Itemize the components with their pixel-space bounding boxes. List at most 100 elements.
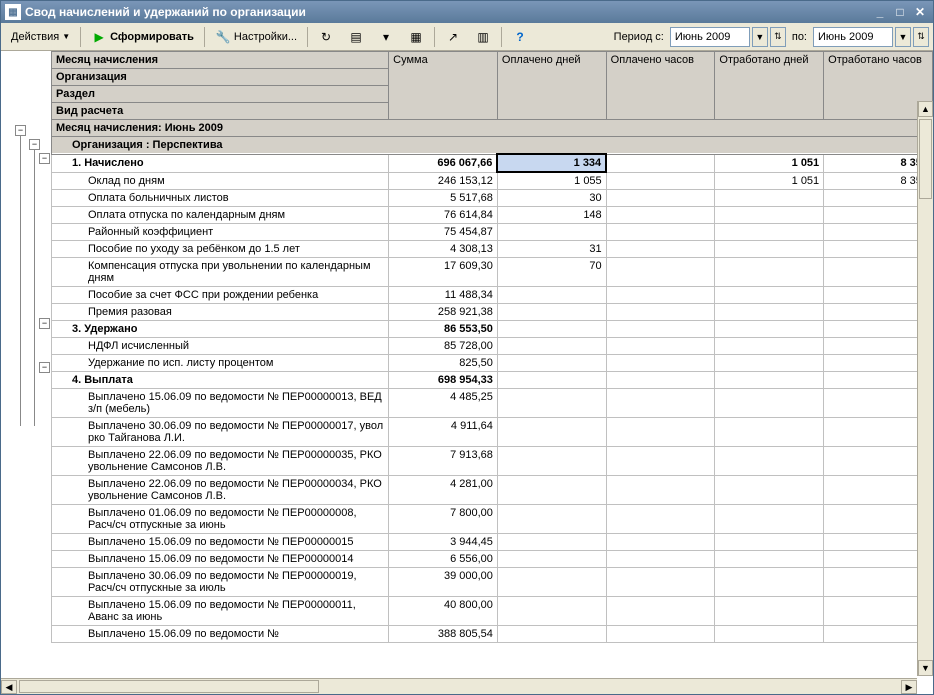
cell[interactable] — [497, 304, 606, 321]
cell[interactable]: 6 556,00 — [389, 551, 498, 568]
cell[interactable]: 258 921,38 — [389, 304, 498, 321]
table-row[interactable]: НДФЛ исчисленный85 728,00 — [52, 338, 933, 355]
form-button[interactable]: ▶ Сформировать — [85, 26, 200, 48]
cell[interactable] — [715, 338, 824, 355]
cell[interactable] — [715, 355, 824, 372]
tree-toggle-sec4[interactable]: − — [39, 362, 50, 373]
cell[interactable] — [606, 287, 715, 304]
tool-icon-5[interactable]: ↗ — [439, 26, 467, 48]
period-to-dropdown[interactable]: ▼ — [895, 27, 911, 47]
scroll-down-icon[interactable]: ▼ — [918, 660, 933, 676]
cell[interactable] — [606, 626, 715, 643]
cell[interactable] — [497, 287, 606, 304]
cell[interactable]: 39 000,00 — [389, 568, 498, 597]
cell[interactable] — [715, 476, 824, 505]
cell[interactable] — [715, 551, 824, 568]
table-row[interactable]: Выплачено 15.06.09 по ведомости № ПЕР000… — [52, 389, 933, 418]
cell[interactable] — [497, 447, 606, 476]
cell[interactable] — [606, 389, 715, 418]
cell[interactable] — [497, 551, 606, 568]
period-to-input[interactable] — [813, 27, 893, 47]
cell[interactable] — [715, 190, 824, 207]
cell[interactable] — [497, 321, 606, 338]
cell[interactable] — [497, 568, 606, 597]
cell[interactable] — [715, 372, 824, 389]
period-from-dropdown[interactable]: ▼ — [752, 27, 768, 47]
cell[interactable]: 1 051 — [715, 154, 824, 172]
cell[interactable] — [497, 476, 606, 505]
cell[interactable] — [715, 568, 824, 597]
table-row[interactable]: Выплачено 01.06.09 по ведомости № ПЕР000… — [52, 505, 933, 534]
cell[interactable]: 5 517,68 — [389, 190, 498, 207]
cell[interactable] — [606, 551, 715, 568]
tool-icon-3[interactable]: ▾ — [372, 26, 400, 48]
cell[interactable] — [606, 597, 715, 626]
table-row[interactable]: 3. Удержано86 553,50 — [52, 321, 933, 338]
cell[interactable] — [715, 447, 824, 476]
col-worked-days[interactable]: Отработано дней — [715, 52, 824, 120]
table-row[interactable]: Выплачено 15.06.09 по ведомости № ПЕР000… — [52, 534, 933, 551]
cell[interactable] — [606, 304, 715, 321]
cell[interactable]: 698 954,33 — [389, 372, 498, 389]
scroll-up-icon[interactable]: ▲ — [918, 101, 933, 117]
group-month-row[interactable]: Месяц начисления: Июнь 2009 — [52, 120, 933, 137]
tool-icon-1[interactable]: ↻ — [312, 26, 340, 48]
cell[interactable] — [715, 389, 824, 418]
cell[interactable] — [606, 355, 715, 372]
cell[interactable]: 4 911,64 — [389, 418, 498, 447]
cell[interactable] — [606, 372, 715, 389]
table-row[interactable]: Выплачено 22.06.09 по ведомости № ПЕР000… — [52, 447, 933, 476]
cell[interactable]: 825,50 — [389, 355, 498, 372]
cell[interactable]: 30 — [497, 190, 606, 207]
cell[interactable]: 696 067,66 — [389, 154, 498, 172]
cell[interactable] — [715, 626, 824, 643]
table-row[interactable]: Пособие по уходу за ребёнком до 1.5 лет4… — [52, 241, 933, 258]
cell[interactable] — [715, 321, 824, 338]
table-row[interactable]: Выплачено 15.06.09 по ведомости № ПЕР000… — [52, 597, 933, 626]
cell[interactable] — [715, 207, 824, 224]
tool-icon-4[interactable]: ▦ — [402, 26, 430, 48]
cell[interactable]: 11 488,34 — [389, 287, 498, 304]
group-org-row[interactable]: Организация : Перспектива — [52, 137, 933, 155]
cell[interactable] — [497, 597, 606, 626]
cell[interactable] — [715, 505, 824, 534]
table-row[interactable]: Выплачено 15.06.09 по ведомости № ПЕР000… — [52, 551, 933, 568]
cell[interactable]: 76 614,84 — [389, 207, 498, 224]
vertical-scrollbar[interactable]: ▲ ▼ — [917, 101, 933, 676]
table-row[interactable]: 4. Выплата698 954,33 — [52, 372, 933, 389]
table-row[interactable]: Оплата больничных листов5 517,6830 — [52, 190, 933, 207]
table-row[interactable]: Выплачено 22.06.09 по ведомости № ПЕР000… — [52, 476, 933, 505]
scroll-thumb-v[interactable] — [919, 119, 932, 199]
cell[interactable] — [606, 338, 715, 355]
cell[interactable]: 70 — [497, 258, 606, 287]
tree-toggle-sec1[interactable]: − — [39, 153, 50, 164]
table-row[interactable]: Районный коэффициент75 454,87 — [52, 224, 933, 241]
table-row[interactable]: Удержание по исп. листу процентом825,50 — [52, 355, 933, 372]
cell[interactable] — [715, 224, 824, 241]
tree-toggle-sec3[interactable]: − — [39, 318, 50, 329]
cell[interactable] — [497, 418, 606, 447]
cell[interactable]: 246 153,12 — [389, 172, 498, 190]
cell[interactable]: 75 454,87 — [389, 224, 498, 241]
table-row[interactable]: 1. Начислено696 067,661 3341 0518 354 — [52, 154, 933, 172]
col-paid-hours[interactable]: Оплачено часов — [606, 52, 715, 120]
table-row[interactable]: Выплачено 15.06.09 по ведомости №388 805… — [52, 626, 933, 643]
col-paid-days[interactable]: Оплачено дней — [497, 52, 606, 120]
table-row[interactable]: Пособие за счет ФСС при рождении ребенка… — [52, 287, 933, 304]
scroll-left-icon[interactable]: ◀ — [1, 680, 17, 694]
cell[interactable] — [606, 505, 715, 534]
tree-toggle-month[interactable]: − — [15, 125, 26, 136]
cell[interactable]: 31 — [497, 241, 606, 258]
cell[interactable] — [715, 597, 824, 626]
cell[interactable] — [606, 172, 715, 190]
cell[interactable] — [497, 224, 606, 241]
cell[interactable] — [606, 476, 715, 505]
cell[interactable] — [715, 258, 824, 287]
period-from-spinner[interactable]: ⇅ — [770, 27, 786, 47]
cell[interactable] — [606, 534, 715, 551]
scroll-right-icon[interactable]: ▶ — [901, 680, 917, 694]
cell[interactable] — [497, 355, 606, 372]
cell[interactable] — [606, 258, 715, 287]
cell[interactable] — [715, 241, 824, 258]
cell[interactable] — [497, 372, 606, 389]
